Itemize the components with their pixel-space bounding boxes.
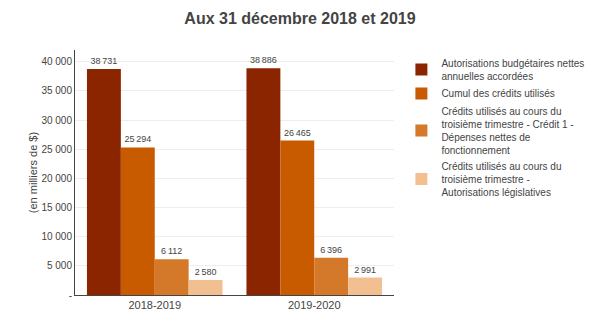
svg-text:38 731: 38 731 — [90, 56, 117, 66]
svg-text:38 886: 38 886 — [250, 55, 277, 65]
svg-text:35 000: 35 000 — [41, 85, 72, 96]
svg-text:Crédits utilisés au cours dutr: Crédits utilisés au cours dutroisième tr… — [441, 161, 561, 198]
svg-text:Cumul des crédits utilisés: Cumul des crédits utilisés — [441, 88, 554, 99]
svg-text:Crédits utilisés au cours dutr: Crédits utilisés au cours dutroisième tr… — [441, 106, 573, 156]
svg-text:30 000: 30 000 — [41, 115, 72, 126]
svg-text:40 000: 40 000 — [41, 56, 72, 67]
svg-text:6 112: 6 112 — [161, 246, 182, 256]
svg-text:-: - — [69, 290, 72, 301]
svg-text:(en milliers de $): (en milliers de $) — [27, 132, 39, 213]
svg-text:26 465: 26 465 — [284, 128, 311, 138]
svg-text:2018-2019: 2018-2019 — [128, 299, 181, 311]
svg-text:Aux 31 décembre 2018 et 2019: Aux 31 décembre 2018 et 2019 — [184, 10, 415, 27]
svg-text:25 294: 25 294 — [124, 134, 151, 144]
svg-text:2 580: 2 580 — [195, 267, 217, 277]
svg-text:Autorisations budgétaires nett: Autorisations budgétaires nettesannuelle… — [441, 58, 584, 82]
svg-text:25 000: 25 000 — [41, 144, 72, 155]
svg-text:5 000: 5 000 — [47, 260, 72, 271]
svg-text:2019-2020: 2019-2020 — [288, 299, 341, 311]
svg-text:6 396: 6 396 — [320, 245, 342, 255]
svg-text:2 991: 2 991 — [354, 265, 376, 275]
svg-text:20 000: 20 000 — [41, 173, 72, 184]
svg-text:10 000: 10 000 — [41, 231, 72, 242]
svg-text:15 000: 15 000 — [41, 202, 72, 213]
